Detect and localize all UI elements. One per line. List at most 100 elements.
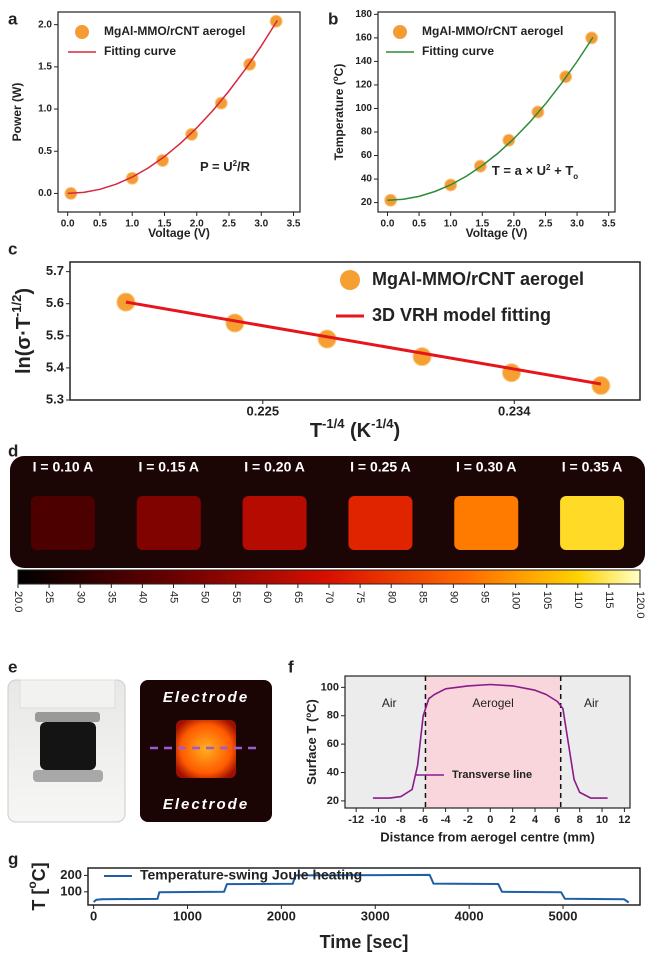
panel-label: d <box>8 441 18 460</box>
x-tick-label: 3.0 <box>570 219 584 230</box>
y-tick-label: 5.7 <box>46 263 64 278</box>
y-tick-label: 5.4 <box>46 359 65 374</box>
y-axis-label: Temperature (oC) <box>331 64 347 161</box>
heated-sample <box>137 496 201 550</box>
legend-swatch <box>340 270 360 290</box>
y-tick-label: 40 <box>327 766 339 778</box>
annotation-part: T = a × U <box>492 163 546 178</box>
x-tick-label: 8 <box>577 814 583 826</box>
y-tick-label: 80 <box>327 710 339 722</box>
y-tick-label: 180 <box>355 9 372 20</box>
colorbar-tick-label: 45 <box>168 591 180 603</box>
x-tick-label: 1.0 <box>125 219 139 230</box>
x-tick-label: -2 <box>463 814 473 826</box>
heated-sample <box>454 496 518 550</box>
panel-label: g <box>8 849 18 868</box>
annotation-part: P = U <box>200 159 233 174</box>
legend-label: Transverse line <box>452 769 532 781</box>
legend-swatch <box>393 25 407 39</box>
y-axis-label-part: C) <box>304 699 319 713</box>
data-point <box>413 348 431 366</box>
y-axis-label-sup: -1/2 <box>9 295 24 317</box>
panel-label: e <box>8 657 17 676</box>
x-tick-label: 4 <box>532 814 539 826</box>
y-axis-label-sup: o <box>25 881 39 888</box>
x-tick-label: 0.5 <box>93 219 107 230</box>
y-tick-label: 80 <box>361 127 373 138</box>
y-tick-label: 200 <box>60 867 82 882</box>
x-tick-label: 0 <box>90 908 97 923</box>
x-tick-label: -6 <box>418 814 428 826</box>
y-tick-label: 1.5 <box>38 61 52 72</box>
heated-sample <box>560 496 624 550</box>
x-axis-label: T-1/4 (K-1/4) <box>310 416 400 442</box>
clamp <box>35 712 100 722</box>
x-tick-label: -10 <box>371 814 387 826</box>
annotation: P = U2/R <box>200 159 251 175</box>
x-tick-label: -8 <box>396 814 406 826</box>
y-axis-label: T [oC] <box>25 862 49 910</box>
x-axis-label-sup: -1/4 <box>371 416 394 431</box>
colorbar <box>18 570 640 584</box>
current-label: I = 0.20 A <box>244 459 305 475</box>
colorbar-tick-label: 20.0 <box>12 591 24 612</box>
y-tick-label: 0.5 <box>38 146 52 157</box>
x-tick-label: 3000 <box>361 908 390 923</box>
legend-swatch <box>75 25 89 39</box>
y-axis-label-part: C] <box>29 862 49 881</box>
heated-sample <box>348 496 412 550</box>
legend-label: 3D VRH model fitting <box>372 305 551 325</box>
x-tick-label: 5000 <box>549 908 578 923</box>
x-tick-label: 12 <box>618 814 630 826</box>
colorbar-tick-label: 65 <box>292 591 304 603</box>
y-tick-label: 5.3 <box>46 391 64 406</box>
current-label: I = 0.35 A <box>562 459 623 475</box>
y-axis-label-part: ) <box>13 288 35 295</box>
y-tick-label: 0.0 <box>38 188 52 199</box>
y-axis-label-part: Temperature ( <box>332 81 346 160</box>
annotation-part: + T <box>551 163 574 178</box>
colorbar-tick-label: 25 <box>43 591 55 603</box>
x-tick-label: 0 <box>487 814 493 826</box>
x-tick-label: 0.0 <box>61 219 75 230</box>
legend-label: MgAl-MMO/rCNT aerogel <box>372 269 584 289</box>
x-tick-label: 0.225 <box>247 403 280 418</box>
y-tick-label: 100 <box>321 681 339 693</box>
y-tick-label: 160 <box>355 33 372 44</box>
x-axis-label: Distance from aerogel centre (mm) <box>380 829 595 844</box>
colorbar-tick-label: 90 <box>447 591 459 603</box>
current-label: I = 0.10 A <box>33 459 94 475</box>
x-tick-label: 3.5 <box>602 219 616 230</box>
panel-label: f <box>288 657 294 676</box>
electrode-label: Electrode <box>163 689 249 706</box>
colorbar-tick-label: 110 <box>572 591 584 609</box>
y-axis-label-part: T [ <box>29 889 49 911</box>
x-tick-label: 4000 <box>455 908 484 923</box>
thermal-strip <box>10 456 645 568</box>
legend-label: Fitting curve <box>104 44 176 58</box>
colorbar-tick-label: 40 <box>136 591 148 603</box>
colorbar-tick-label: 35 <box>105 591 117 603</box>
photo-panel: Electrode Electrode e <box>8 657 272 822</box>
legend-label: MgAl-MMO/rCNT aerogel <box>422 24 563 38</box>
electrode-top <box>20 680 115 708</box>
x-tick-label: 2.5 <box>222 219 236 230</box>
y-tick-label: 140 <box>355 56 372 67</box>
colorbar-tick-label: 60 <box>261 591 273 603</box>
x-axis-label: Voltage (V) <box>466 226 528 240</box>
x-axis-label: Time [sec] <box>320 932 409 952</box>
annotation: T = a × U2 + To <box>492 163 578 181</box>
x-tick-label: 3.5 <box>287 219 301 230</box>
annotation-part: /R <box>237 159 251 174</box>
data-point <box>215 97 227 109</box>
colorbar-tick-label: 30 <box>74 591 86 603</box>
x-tick-label: 2.5 <box>539 219 553 230</box>
colorbar-tick-label: 85 <box>416 591 428 603</box>
y-tick-label: 2.0 <box>38 19 52 30</box>
annotation-sub: o <box>573 172 578 181</box>
x-tick-label: 1.0 <box>444 219 458 230</box>
x-axis-label: Voltage (V) <box>148 226 210 240</box>
colorbar-tick-label: 50 <box>199 591 211 603</box>
x-tick-label: 2000 <box>267 908 296 923</box>
heated-sample <box>31 496 95 550</box>
